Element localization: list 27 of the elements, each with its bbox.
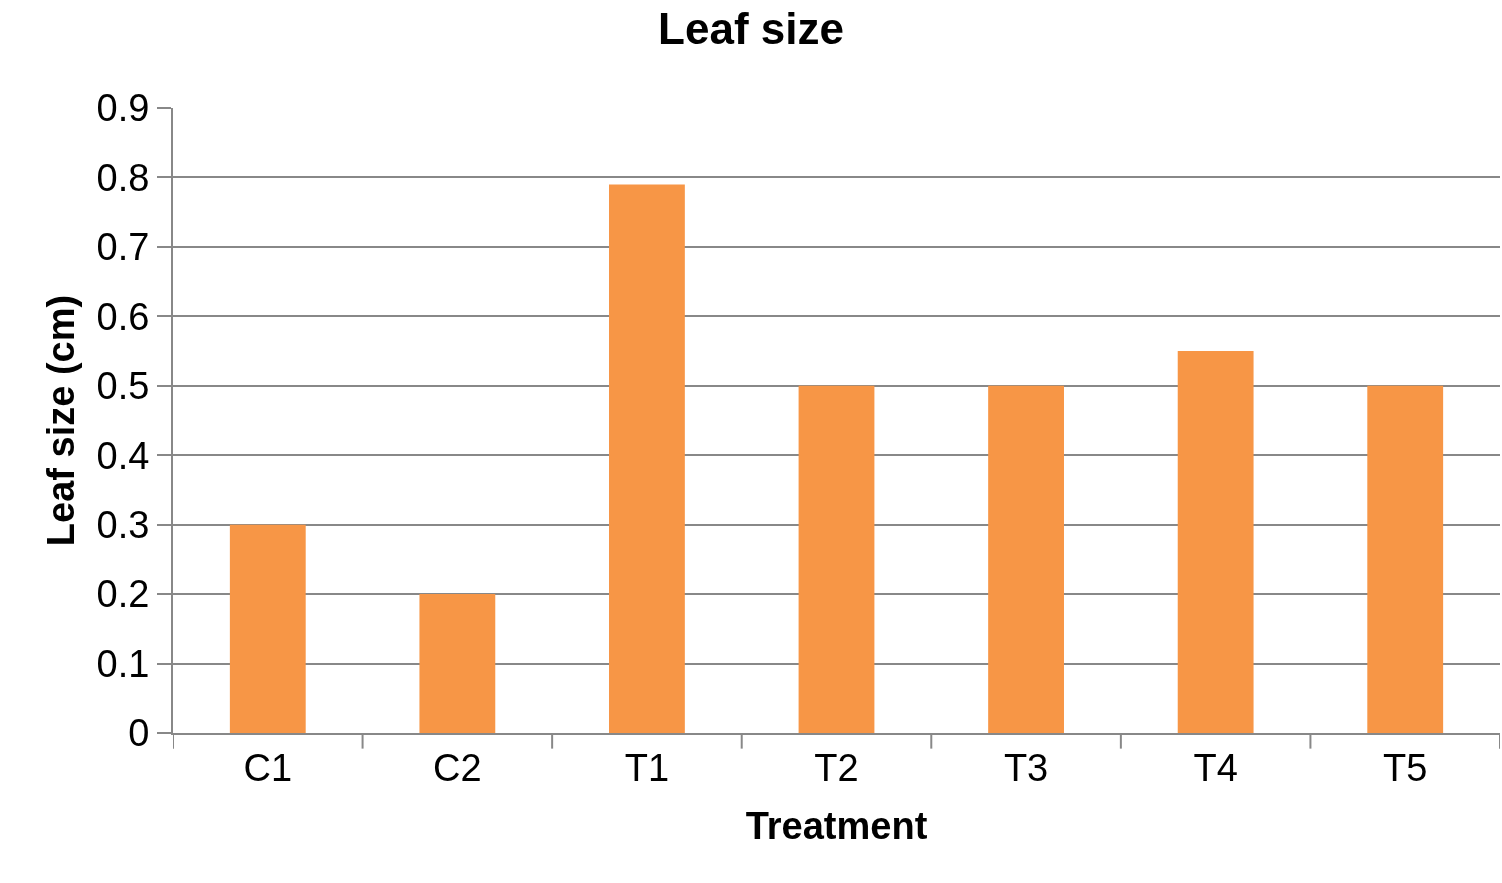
y-axis-title: Leaf size (cm) xyxy=(40,294,83,547)
y-tick-label: 0.4 xyxy=(96,434,150,477)
bar xyxy=(419,594,496,733)
x-tick-label: C2 xyxy=(433,746,482,789)
x-tick-label: T4 xyxy=(1193,746,1238,789)
y-tick-label: 0.5 xyxy=(96,365,150,408)
x-tick-label: T2 xyxy=(814,746,859,789)
x-tick-label: T1 xyxy=(624,746,670,789)
x-tick-label: T5 xyxy=(1383,746,1428,789)
x-tick-label: T3 xyxy=(1003,746,1049,789)
bar xyxy=(798,385,875,733)
chart-title: Leaf size xyxy=(658,4,844,54)
y-tick-label: 0.9 xyxy=(96,87,150,130)
y-tick-label: 0.7 xyxy=(96,226,150,269)
x-tick-label: C1 xyxy=(243,746,293,789)
y-tick-label: 0.2 xyxy=(96,573,150,616)
bar xyxy=(229,524,306,733)
y-tick-label: 0 xyxy=(128,712,150,755)
y-tick-label: 0.1 xyxy=(96,642,150,685)
y-tick-label: 0.3 xyxy=(96,503,150,546)
bar xyxy=(1177,351,1254,733)
bar xyxy=(1367,385,1444,733)
x-axis-title: Treatment xyxy=(745,805,928,848)
bar xyxy=(609,184,685,733)
y-tick-label: 0.6 xyxy=(96,295,150,338)
bar xyxy=(988,385,1064,733)
y-tick-label: 0.8 xyxy=(96,156,150,199)
